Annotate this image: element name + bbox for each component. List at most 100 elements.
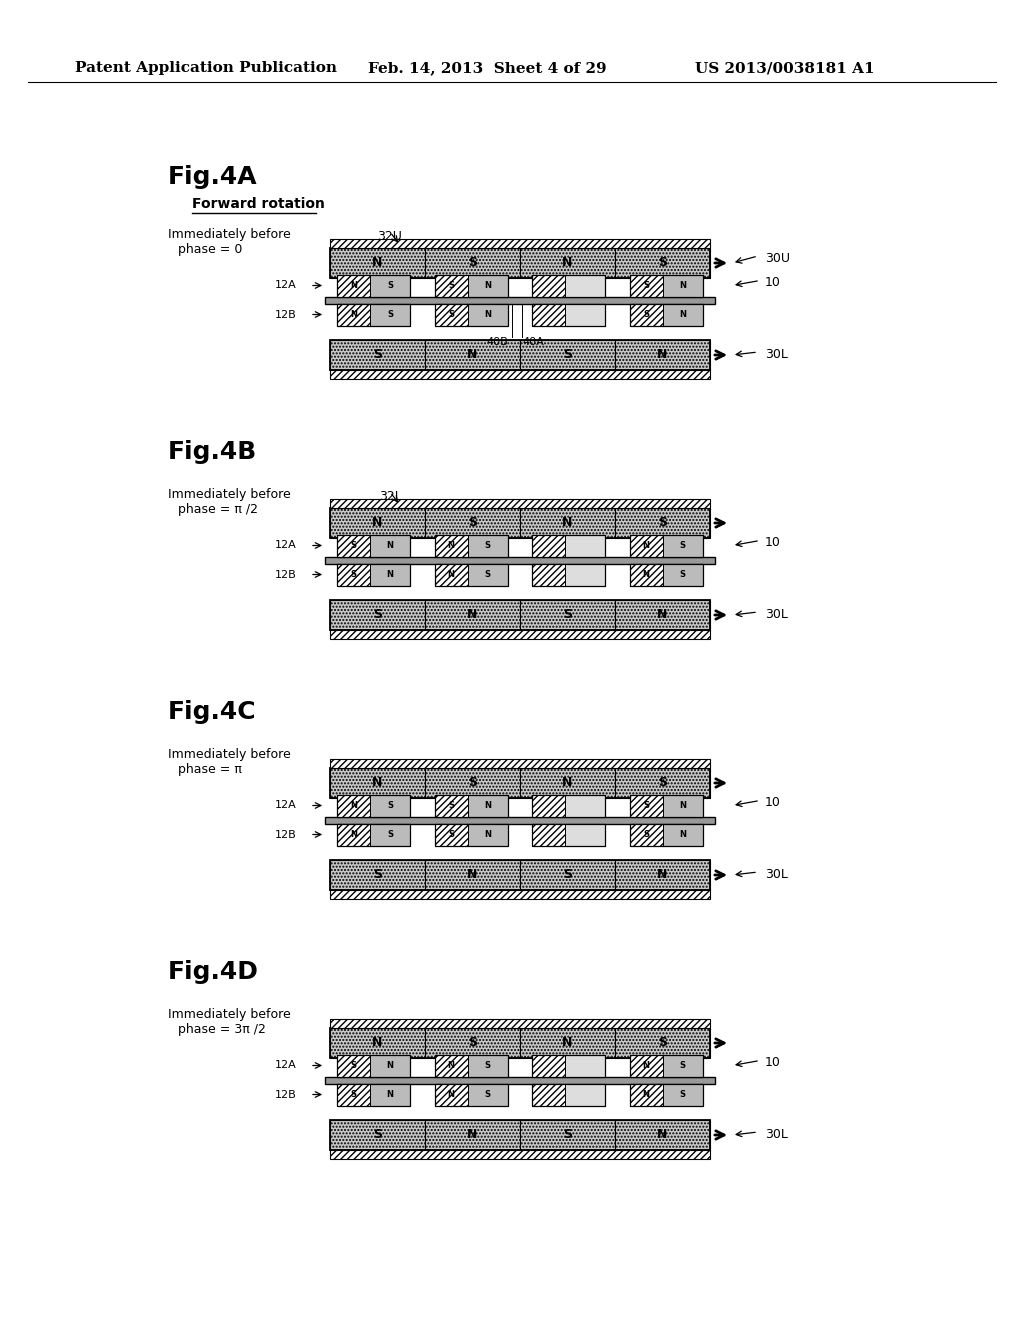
Text: 30L: 30L — [765, 348, 787, 362]
Bar — [615, 248, 710, 279]
Bar — [337, 304, 411, 326]
Text: 10: 10 — [765, 1056, 781, 1069]
Bar — [630, 1055, 663, 1077]
Bar — [663, 1055, 702, 1077]
Bar — [663, 275, 702, 297]
Bar — [434, 304, 508, 326]
Bar — [615, 341, 710, 370]
Bar — [330, 1028, 710, 1059]
Text: 12B: 12B — [275, 829, 297, 840]
Text: 40A: 40A — [522, 337, 544, 347]
Text: 40B: 40B — [486, 337, 508, 347]
Text: S: S — [373, 1129, 382, 1142]
Bar — [468, 275, 508, 297]
Text: S: S — [658, 776, 667, 789]
Bar — [663, 795, 702, 817]
Text: N: N — [562, 1036, 572, 1049]
Bar — [330, 601, 425, 630]
Text: S: S — [563, 348, 572, 362]
Text: Immediately before: Immediately before — [168, 1008, 291, 1020]
Text: N: N — [447, 541, 455, 550]
Bar — [565, 275, 605, 297]
Bar — [330, 1119, 710, 1150]
Text: N: N — [643, 541, 649, 550]
Text: phase = π /2: phase = π /2 — [178, 503, 258, 516]
Bar — [663, 535, 702, 557]
Bar — [532, 1055, 565, 1077]
Bar — [434, 304, 468, 326]
Bar — [370, 1055, 411, 1077]
Bar — [663, 304, 702, 326]
Bar — [532, 1055, 605, 1077]
Bar — [434, 824, 468, 846]
Text: Forward rotation: Forward rotation — [193, 197, 325, 211]
Text: S: S — [680, 570, 686, 579]
Text: S: S — [680, 1061, 686, 1071]
Text: S: S — [484, 570, 490, 579]
Text: 30U: 30U — [765, 252, 790, 264]
Text: S: S — [680, 1090, 686, 1100]
Bar — [425, 341, 520, 370]
Bar — [337, 824, 370, 846]
Text: N: N — [643, 1061, 649, 1071]
Text: N: N — [562, 516, 572, 529]
Text: N: N — [387, 570, 393, 579]
Bar — [434, 564, 508, 586]
Text: phase = 0: phase = 0 — [178, 243, 243, 256]
Bar — [532, 304, 565, 326]
Bar — [425, 248, 520, 279]
Bar — [630, 795, 702, 817]
Bar — [630, 564, 702, 586]
Text: S: S — [643, 310, 649, 319]
Text: N: N — [467, 609, 477, 622]
Bar — [532, 1084, 565, 1106]
Text: N: N — [484, 830, 492, 840]
Bar — [565, 1055, 605, 1077]
Bar — [370, 564, 411, 586]
Text: N: N — [562, 256, 572, 269]
Text: Feb. 14, 2013  Sheet 4 of 29: Feb. 14, 2013 Sheet 4 of 29 — [368, 61, 606, 75]
Bar — [565, 824, 605, 846]
Bar — [434, 275, 508, 297]
Text: S: S — [449, 281, 454, 290]
Text: N: N — [373, 1036, 383, 1049]
Text: 12B: 12B — [275, 309, 297, 319]
Text: S: S — [387, 801, 393, 810]
Text: N: N — [679, 310, 686, 319]
Bar — [370, 1084, 411, 1106]
Bar — [615, 508, 710, 539]
Bar — [565, 795, 605, 817]
Text: N: N — [484, 310, 492, 319]
Text: S: S — [680, 541, 686, 550]
Bar — [520, 768, 615, 799]
Text: S: S — [658, 256, 667, 269]
Text: phase = 3π /2: phase = 3π /2 — [178, 1023, 266, 1036]
Bar — [468, 795, 508, 817]
Text: N: N — [467, 1129, 477, 1142]
Bar — [565, 564, 605, 586]
Bar — [330, 601, 710, 630]
Text: N: N — [387, 541, 393, 550]
Bar — [330, 239, 710, 248]
Bar — [630, 275, 702, 297]
Text: 12A: 12A — [275, 281, 297, 290]
Bar — [330, 768, 425, 799]
Bar — [337, 564, 411, 586]
Bar — [663, 824, 702, 846]
Text: US 2013/0038181 A1: US 2013/0038181 A1 — [695, 61, 874, 75]
Bar — [330, 890, 710, 899]
Bar — [630, 275, 663, 297]
Text: S: S — [373, 348, 382, 362]
Text: Patent Application Publication: Patent Application Publication — [75, 61, 337, 75]
Bar — [532, 1084, 605, 1106]
Bar — [434, 275, 468, 297]
Bar — [325, 817, 715, 824]
Text: S: S — [643, 801, 649, 810]
Text: S: S — [387, 281, 393, 290]
Bar — [434, 535, 468, 557]
Bar — [325, 557, 715, 564]
Bar — [663, 564, 702, 586]
Bar — [330, 341, 425, 370]
Bar — [337, 795, 370, 817]
Text: Fig.4D: Fig.4D — [168, 960, 259, 983]
